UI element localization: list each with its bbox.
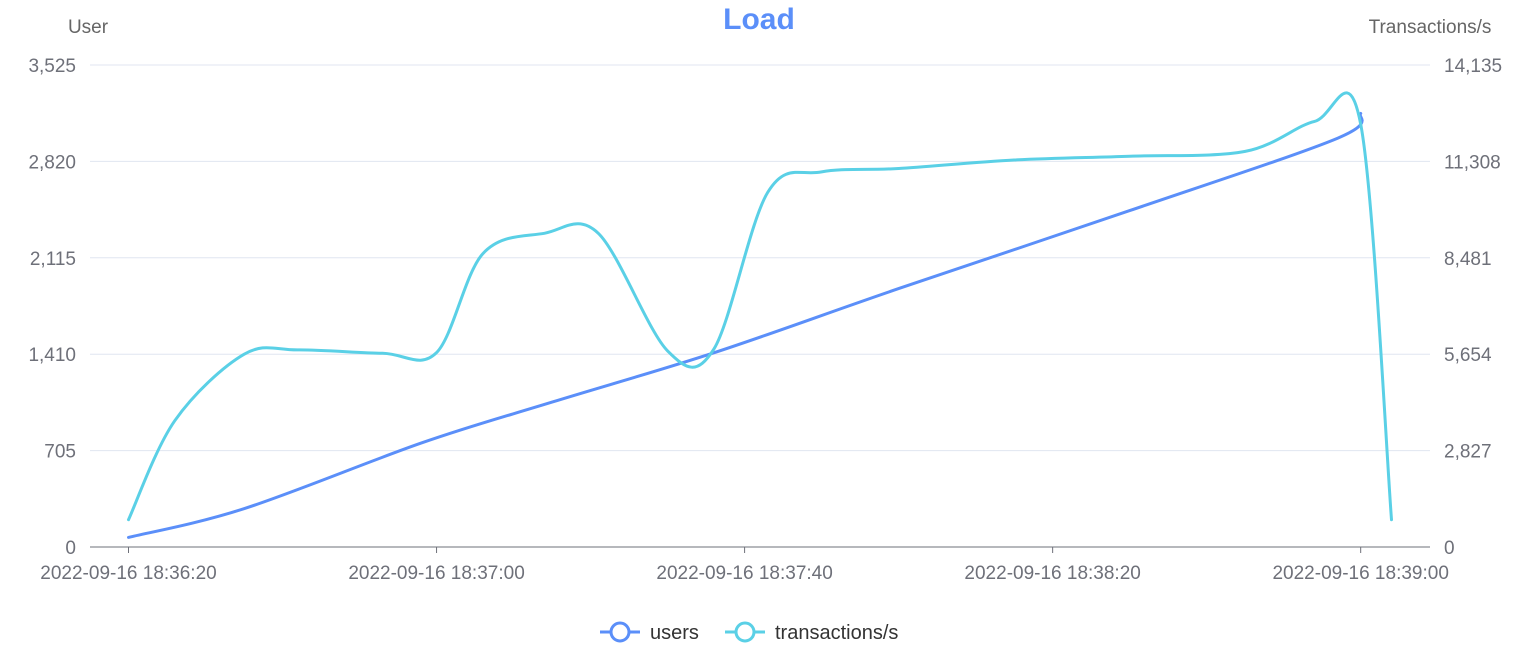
legend-item-transactions-s[interactable]: transactions/s — [725, 621, 898, 644]
legend[interactable]: users transactions/s — [600, 621, 898, 644]
x-tick-label: 2022-09-16 18:37:00 — [348, 563, 524, 584]
legend-label: users — [650, 622, 699, 644]
y-right-tick-label: 8,481 — [1444, 249, 1492, 270]
y-right-tick-label: 0 — [1444, 538, 1455, 559]
y-right-tick-label: 5,654 — [1444, 345, 1492, 366]
y-left-tick-label: 3,525 — [28, 56, 76, 77]
x-tick-label: 2022-09-16 18:37:40 — [656, 563, 832, 584]
axes: 0 0 705 2,827 1,410 5,654 2,115 8,481 2,820 11,30… — [28, 56, 1502, 584]
y-left-tick-label: 705 — [44, 442, 76, 463]
x-tick-label: 2022-09-16 18:36:20 — [40, 563, 216, 584]
y-right-tick-label: 14,135 — [1444, 56, 1502, 77]
y-left-tick-label: 0 — [65, 538, 76, 559]
y-left-tick-label: 1,410 — [28, 345, 76, 366]
series-line-users — [127, 112, 1364, 539]
y-left-tick-label: 2,820 — [28, 152, 76, 173]
legend-label: transactions/s — [775, 622, 898, 644]
chart-title: Load — [723, 3, 795, 36]
grid-lines — [90, 64, 1430, 452]
series-line-transactions-s — [127, 91, 1393, 522]
y-right-tick-label: 11,308 — [1444, 152, 1501, 173]
series-layer — [127, 91, 1393, 539]
y-right-tick-label: 2,827 — [1444, 442, 1492, 463]
legend-item-users[interactable]: users — [600, 621, 699, 644]
legend-circle-icon — [734, 621, 756, 643]
y-right-axis-name: Transactions/s — [1369, 17, 1492, 38]
y-left-axis-name: User — [68, 17, 109, 38]
x-tick-label: 2022-09-16 18:39:00 — [1272, 563, 1448, 584]
legend-circle-icon — [609, 621, 631, 643]
y-left-tick-label: 2,115 — [30, 249, 76, 270]
x-tick-label: 2022-09-16 18:38:20 — [964, 563, 1140, 584]
